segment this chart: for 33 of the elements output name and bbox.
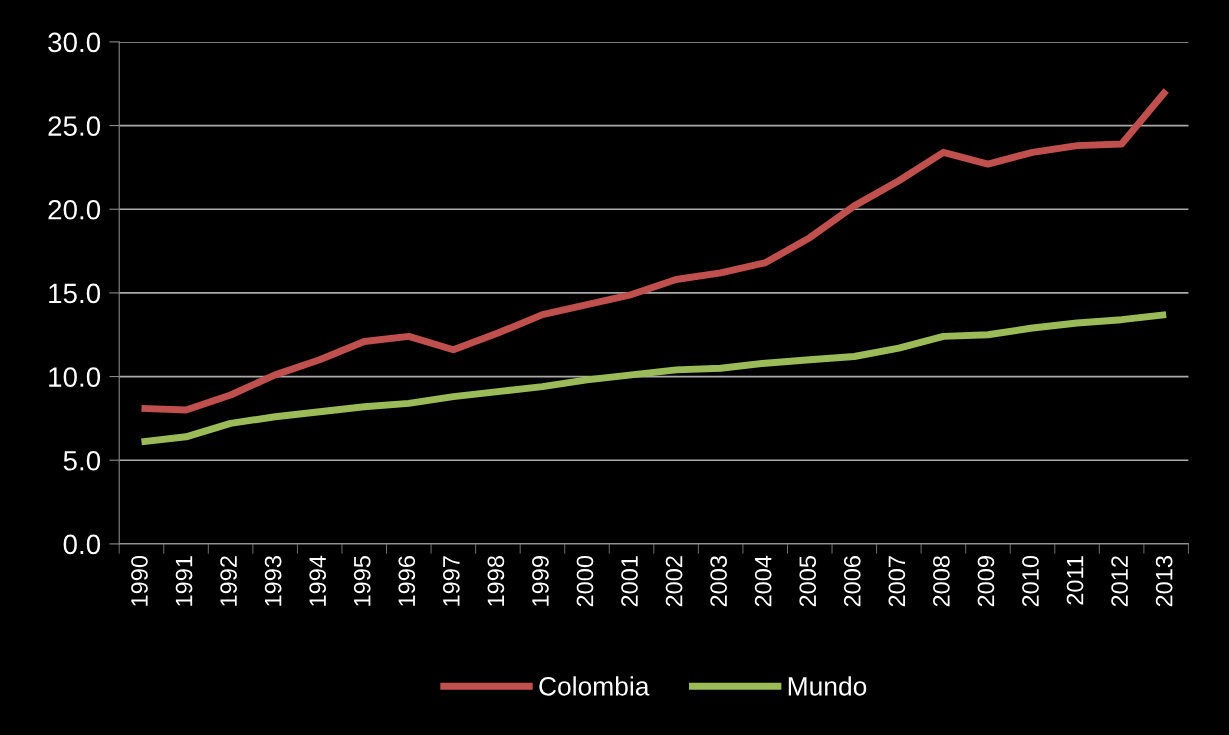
y-tick-label: 0.0	[63, 534, 101, 555]
y-tick-label: 25.0	[48, 116, 101, 136]
x-tick-label: 2008	[933, 556, 950, 607]
x-tick-label: 1998	[487, 556, 505, 606]
x-tick-label: 2013	[1155, 556, 1173, 607]
x-tick-label: 1996	[398, 556, 416, 606]
x-tick-label: 2005	[799, 556, 817, 607]
x-tick-label: 1991	[175, 556, 193, 606]
y-tick-label: 10.0	[49, 367, 101, 387]
y-tick-label: 5.0	[63, 450, 101, 471]
x-tick-label: 1992	[220, 556, 237, 606]
y-tick-label: 15.0	[49, 283, 101, 304]
x-tick-label: 1993	[264, 556, 282, 606]
x-tick-label: 2012	[1111, 556, 1128, 607]
y-tick-label: 30.0	[48, 32, 101, 53]
x-tick-label: 2006	[843, 556, 861, 607]
x-tick-label: 2010	[1022, 555, 1039, 607]
x-tick-label: 2001	[621, 556, 638, 607]
legend-label: Colombia	[539, 676, 650, 696]
y-tick-label: 20.0	[48, 199, 101, 220]
x-tick-label: 2009	[977, 556, 995, 607]
x-tick-label: 1994	[309, 555, 327, 606]
x-tick-label: 1990	[131, 555, 148, 606]
x-tick-label: 2007	[888, 556, 906, 607]
x-tick-label: 2002	[665, 556, 683, 607]
x-tick-label: 1997	[442, 556, 460, 606]
x-tick-label: 2004	[754, 555, 772, 607]
x-tick-label: 2000	[576, 555, 594, 607]
x-tick-label: 2003	[710, 556, 727, 607]
x-tick-label: 2011	[1066, 556, 1084, 605]
x-tick-label: 1999	[532, 556, 549, 606]
legend-label: Mundo	[788, 676, 867, 696]
x-tick-label: 1995	[353, 556, 371, 606]
